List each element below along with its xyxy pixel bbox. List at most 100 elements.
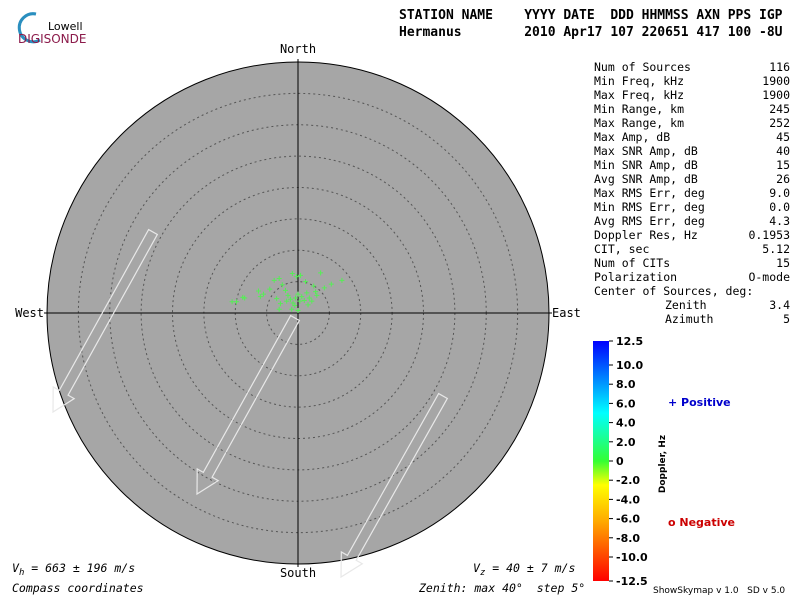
source-point (260, 291, 266, 297)
source-point (289, 270, 295, 276)
velocity-arrow (340, 392, 449, 579)
source-point (314, 292, 320, 298)
source-point (289, 306, 295, 312)
vh-text: = 663 ± 196 m/s (24, 561, 135, 575)
center-label: Azimuth (665, 312, 713, 326)
logo-bottom: DIGISONDE (18, 32, 86, 46)
vz-sub: z (480, 568, 485, 578)
source-point (311, 283, 317, 289)
colorbar-title: Doppler, Hz (658, 435, 668, 493)
source-point (292, 302, 298, 308)
vh-label: Vh = 663 ± 196 m/s (12, 561, 135, 578)
velocity-arrow (196, 314, 301, 496)
center-title: Center of Sources, deg: (594, 284, 753, 298)
source-point (255, 288, 261, 294)
stat-label: Min Range, km (594, 102, 684, 116)
stat-label: Avg RMS Err, deg (594, 214, 705, 228)
legend-negative: o Negative (668, 516, 735, 529)
source-point (295, 291, 301, 297)
colorbar-tick-label: -4.0 (616, 493, 640, 506)
source-point (309, 298, 315, 304)
stat-value: 5.12 (762, 242, 790, 256)
source-point (297, 298, 303, 304)
stat-label: Min Freq, kHz (594, 74, 684, 88)
source-point (282, 287, 288, 293)
stat-value: 1900 (762, 74, 790, 88)
vz-text: = 40 ± 7 m/s (485, 561, 575, 575)
version: ShowSkymap v 1.0 SD v 5.0 (653, 586, 785, 596)
stat-label: Num of CITs (594, 256, 670, 270)
colorbar-tick-label: 4.0 (616, 417, 636, 430)
source-point (229, 299, 235, 305)
center-label: Zenith (665, 298, 707, 312)
direction-south: South (280, 566, 316, 580)
stat-label: Max Range, km (594, 116, 684, 130)
center-value: 3.4 (769, 298, 790, 312)
source-point (287, 296, 293, 302)
zenith-note: Zenith: max 40° step 5° (418, 581, 585, 595)
stat-label: Max SNR Amp, dB (594, 144, 698, 158)
coords-note: Compass coordinates (12, 581, 144, 595)
sources (229, 270, 345, 313)
stat-value: 1900 (762, 88, 790, 102)
velocity-arrow (52, 228, 159, 414)
colorbar (593, 341, 609, 581)
source-point (298, 272, 304, 278)
vh-symbol: V (12, 561, 20, 575)
source-point (306, 295, 312, 301)
stat-label: Polarization (594, 270, 677, 284)
stat-value: O-mode (748, 270, 790, 284)
direction-north: North (280, 42, 316, 56)
stat-value: 4.3 (769, 214, 790, 228)
source-point (276, 275, 282, 281)
header-values: Hermanus 2010 Apr17 107 220651 417 100 -… (399, 25, 783, 40)
stat-value: 116 (769, 60, 790, 74)
header-columns: STATION NAME YYYY DATE DDD HHMMSS AXN PP… (399, 8, 783, 23)
colorbar-tick-label: -8.0 (616, 532, 640, 545)
source-point (290, 300, 296, 306)
stat-label: Doppler Res, Hz (594, 228, 698, 242)
source-point (277, 301, 283, 307)
source-point (274, 296, 280, 302)
source-point (328, 281, 334, 287)
source-point (279, 282, 285, 288)
source-point (240, 294, 246, 300)
colorbar-tick-label: -6.0 (616, 513, 640, 526)
source-point (304, 290, 310, 296)
source-point (305, 302, 311, 308)
source-point (294, 274, 300, 280)
logo-top: Lowell (48, 20, 83, 33)
source-point (234, 299, 240, 305)
source-point (276, 306, 282, 312)
direction-west: West (15, 306, 44, 320)
colorbar-tick-label: 12.5 (616, 335, 643, 348)
source-point (285, 292, 291, 298)
source-point (318, 270, 324, 276)
stat-value: 0.1953 (748, 228, 790, 242)
center-value: 5 (783, 312, 790, 326)
source-point (267, 286, 273, 292)
colorbar-tick-label: -2.0 (616, 474, 640, 487)
direction-east: East (552, 306, 581, 320)
colorbar-tick-label: 10.0 (616, 359, 643, 372)
source-point (295, 307, 301, 313)
vz-label: Vz = 40 ± 7 m/s (473, 561, 575, 578)
stat-value: 245 (769, 102, 790, 116)
stat-label: Max Freq, kHz (594, 88, 684, 102)
stat-label: Min RMS Err, deg (594, 200, 705, 214)
logo-swoosh (17, 12, 41, 44)
colorbar-tick-label: -12.5 (616, 575, 648, 588)
stat-label: Num of Sources (594, 60, 691, 74)
stat-value: 45 (776, 130, 790, 144)
source-point (257, 294, 263, 300)
stat-value: 26 (776, 172, 790, 186)
stat-label: Max Amp, dB (594, 130, 670, 144)
stat-label: Min SNR Amp, dB (594, 158, 698, 172)
source-point (271, 277, 277, 283)
source-point (292, 295, 298, 301)
source-point (313, 289, 319, 295)
source-point (299, 294, 305, 300)
colorbar-tick-label: 8.0 (616, 378, 636, 391)
